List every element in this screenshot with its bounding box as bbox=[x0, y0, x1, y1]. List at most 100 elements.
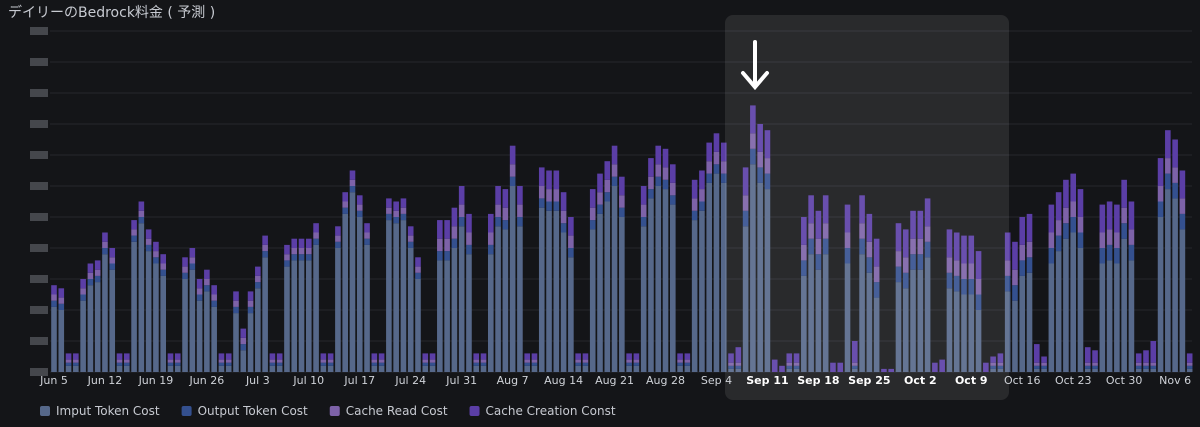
bar-segment bbox=[386, 198, 392, 208]
bar-segment bbox=[364, 223, 370, 233]
bar-segment bbox=[757, 167, 763, 183]
bar-segment bbox=[691, 210, 698, 221]
x-tick-label: Jul 17 bbox=[343, 374, 375, 387]
bar-segment bbox=[73, 359, 79, 363]
bar-segment bbox=[1172, 139, 1178, 168]
bar-segment bbox=[735, 362, 742, 366]
bar-segment bbox=[917, 210, 924, 239]
bar-segment bbox=[924, 226, 931, 242]
bar-segment bbox=[902, 272, 909, 289]
arrow bbox=[741, 40, 769, 91]
bar-segment bbox=[553, 189, 560, 202]
bar-segment bbox=[1063, 223, 1069, 239]
bar-segment bbox=[655, 176, 662, 186]
bar-segment bbox=[306, 254, 312, 261]
bar-segment bbox=[902, 257, 909, 273]
y-tick-label-redacted bbox=[30, 58, 48, 66]
bar-segment bbox=[1041, 365, 1047, 369]
bar-segment bbox=[1092, 350, 1098, 363]
bar-segment bbox=[145, 229, 152, 239]
bar-segment bbox=[1135, 362, 1142, 366]
bar-segment bbox=[298, 248, 305, 255]
bar-segment bbox=[1004, 232, 1011, 261]
bar-segment bbox=[371, 359, 378, 363]
bar-segment bbox=[313, 244, 319, 372]
bar-segment bbox=[429, 365, 436, 372]
bar-segment bbox=[356, 217, 363, 372]
bar-segment bbox=[1106, 229, 1113, 245]
legend-swatch bbox=[469, 406, 480, 416]
bar-segment bbox=[1186, 362, 1193, 366]
bar-segment bbox=[291, 260, 298, 372]
x-tick-label: Sep 25 bbox=[848, 374, 890, 387]
bar-segment bbox=[233, 306, 239, 314]
bar-segment bbox=[124, 365, 130, 372]
bar-segment bbox=[626, 359, 632, 363]
bar-segment bbox=[495, 226, 501, 372]
bar-segment bbox=[437, 238, 443, 252]
bar-segment bbox=[633, 359, 640, 363]
bar-segment bbox=[1143, 350, 1149, 363]
bar-segment bbox=[451, 248, 458, 372]
bar-segment bbox=[946, 272, 953, 289]
bar-segment bbox=[575, 365, 581, 372]
bar-segment bbox=[1128, 244, 1135, 261]
bar-segment bbox=[793, 368, 800, 372]
x-tick-label: Jun 5 bbox=[39, 374, 68, 387]
bar-segment bbox=[1063, 238, 1069, 372]
bar-segment bbox=[830, 362, 836, 372]
bar-segment bbox=[1157, 201, 1164, 217]
x-tick-label: Jun 19 bbox=[138, 374, 174, 387]
bar-segment bbox=[488, 213, 494, 233]
bar-segment bbox=[444, 251, 450, 261]
bar-segment bbox=[422, 365, 429, 372]
x-tick-label: Oct 16 bbox=[1004, 374, 1041, 387]
bar-segment bbox=[364, 238, 370, 245]
bar-segment bbox=[182, 257, 188, 267]
bar-segment bbox=[196, 279, 203, 289]
x-tick-label: Oct 30 bbox=[1106, 374, 1143, 387]
bar-segment bbox=[757, 151, 763, 168]
bar-segment bbox=[247, 313, 254, 372]
bar-segment bbox=[276, 362, 283, 366]
bar-segment bbox=[735, 368, 742, 372]
bar-segment bbox=[116, 359, 123, 363]
bar-segment bbox=[196, 288, 203, 295]
bar-segment bbox=[429, 353, 436, 360]
bar-segment bbox=[1055, 251, 1062, 372]
bar-segment bbox=[1165, 173, 1171, 190]
legend-label: Output Token Cost bbox=[198, 404, 308, 418]
bar-segment bbox=[531, 362, 538, 366]
bar-segment bbox=[822, 254, 829, 372]
bar-segment bbox=[269, 365, 276, 372]
bar-segment bbox=[196, 300, 203, 372]
bar-segment bbox=[495, 217, 501, 227]
bar-segment bbox=[1114, 204, 1120, 233]
bar-segment bbox=[888, 368, 894, 372]
bar-segment bbox=[160, 254, 166, 264]
bar-segment bbox=[1070, 173, 1076, 202]
bar-segment bbox=[1034, 368, 1040, 372]
bar-segment bbox=[225, 353, 232, 360]
bar-segment bbox=[1135, 365, 1142, 369]
bar-segment bbox=[356, 204, 363, 211]
legend-swatch bbox=[329, 406, 340, 416]
bar-segment bbox=[342, 201, 348, 208]
bar-segment bbox=[720, 161, 727, 174]
bar-segment bbox=[713, 133, 720, 152]
bar-segment bbox=[1099, 248, 1106, 264]
bar-segment bbox=[1034, 365, 1040, 369]
bar-segment bbox=[844, 204, 851, 233]
bar-segment bbox=[174, 362, 181, 366]
bar-segment bbox=[852, 368, 858, 372]
bar-segment bbox=[640, 226, 647, 372]
bar-segment bbox=[932, 362, 938, 372]
bar-segment bbox=[553, 210, 560, 372]
bar-segment bbox=[946, 229, 953, 258]
bar-segment bbox=[400, 213, 407, 221]
bar-segment bbox=[808, 195, 814, 224]
bar-segment bbox=[873, 266, 880, 283]
bar-segment bbox=[662, 167, 669, 180]
bar-segment bbox=[80, 279, 86, 289]
y-tick-label-redacted bbox=[30, 120, 48, 128]
